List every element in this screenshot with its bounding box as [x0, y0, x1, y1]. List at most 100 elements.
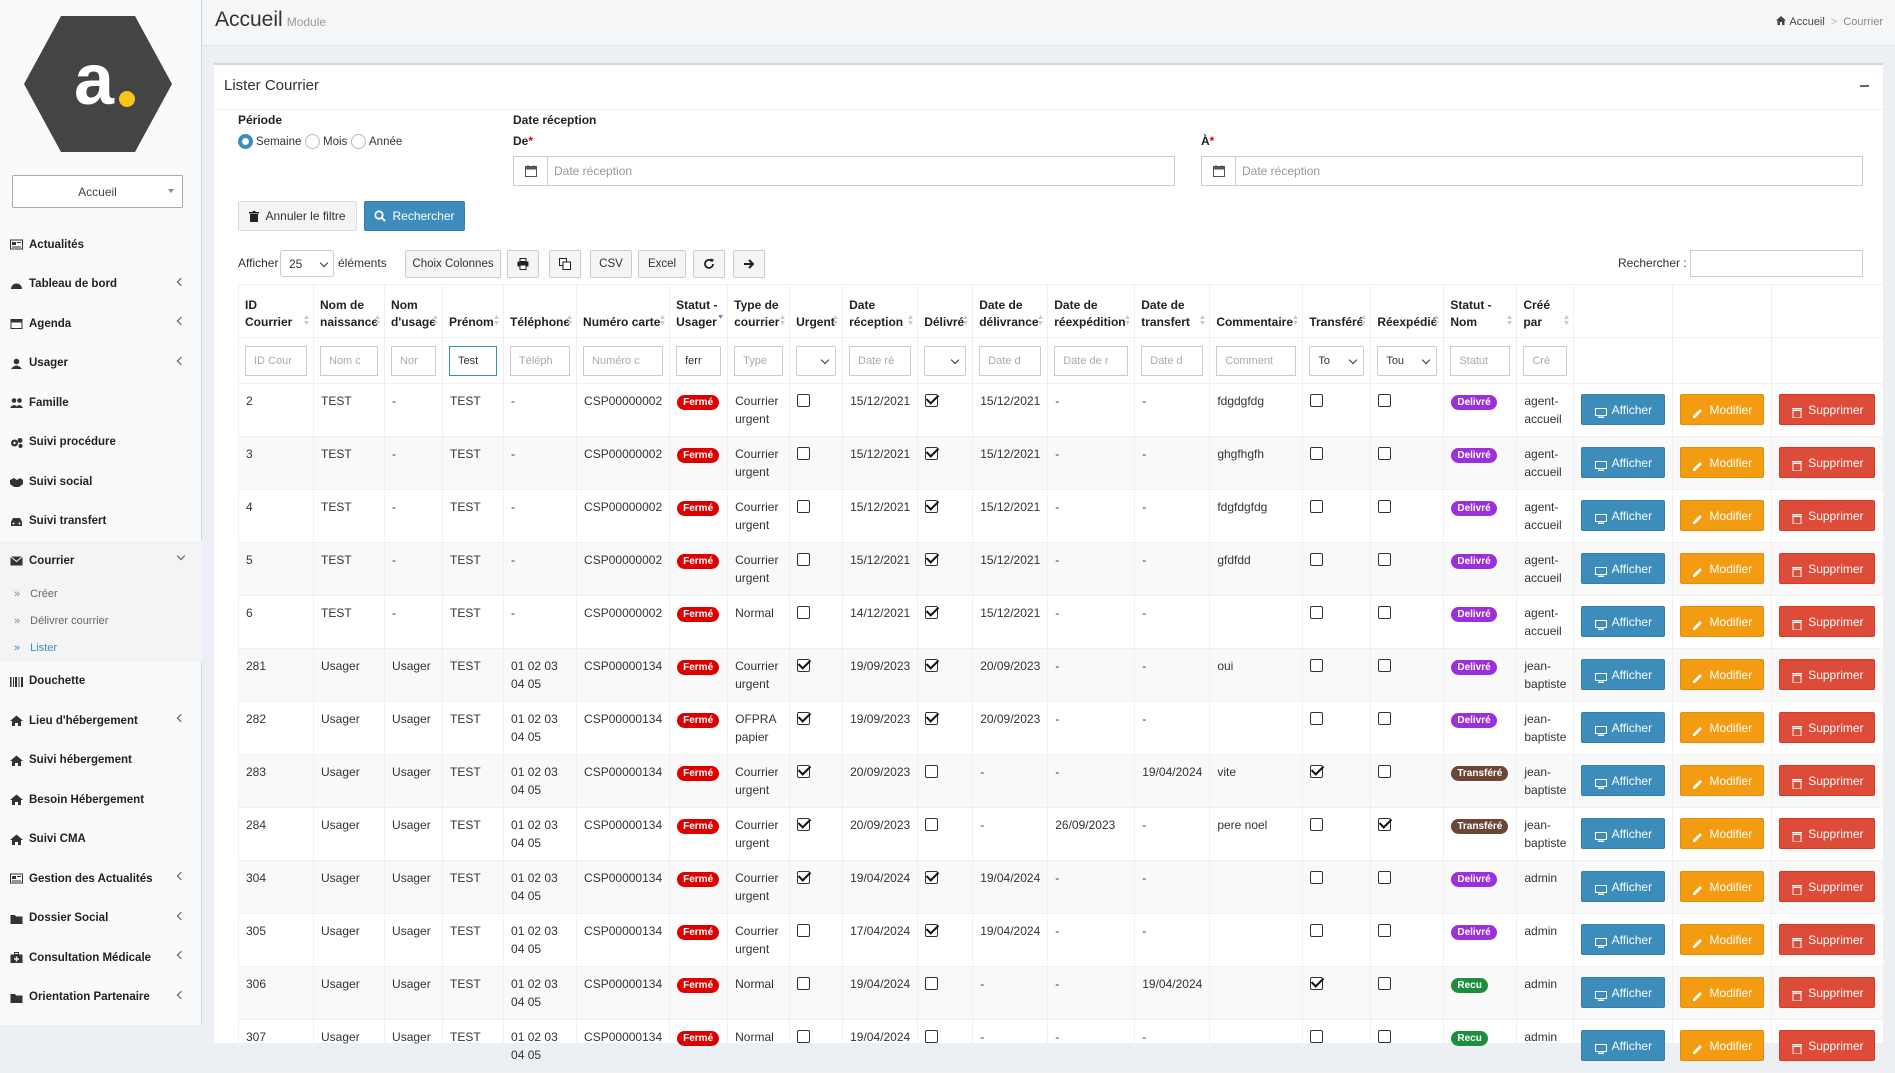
delete-button[interactable]: Supprimer — [1779, 977, 1876, 1008]
column-header[interactable]: Nom de naissance — [312, 284, 386, 338]
edit-button[interactable]: Modifier — [1680, 765, 1765, 796]
checkbox-icon[interactable] — [1310, 500, 1324, 513]
column-header[interactable]: Transféré — [1302, 284, 1372, 338]
app-logo[interactable]: a — [24, 16, 172, 152]
filter-date-reexp-input[interactable]: Date de r — [1054, 346, 1129, 376]
checkbox-icon[interactable] — [1378, 712, 1392, 725]
edit-button[interactable]: Modifier — [1680, 606, 1765, 637]
checkbox-icon[interactable] — [797, 924, 811, 937]
radio-mois[interactable]: Mois — [305, 134, 347, 149]
checkbox-checked-icon[interactable] — [925, 659, 939, 672]
show-button[interactable]: Afficher — [1581, 659, 1666, 690]
show-button[interactable]: Afficher — [1581, 818, 1666, 849]
filter-date-rec-input[interactable]: Date ré — [849, 346, 912, 376]
delete-button[interactable]: Supprimer — [1779, 924, 1876, 955]
sidebar-item-suivi-social[interactable]: Suivi social — [0, 462, 202, 502]
sidebar-item-dossier-social[interactable]: Dossier Social — [0, 899, 202, 939]
sidebar-item-suivi-h-bergement[interactable]: Suivi hébergement — [0, 741, 202, 781]
column-header[interactable]: Prénom — [442, 284, 505, 338]
checkbox-icon[interactable] — [797, 977, 811, 990]
checkbox-icon[interactable] — [1378, 659, 1392, 672]
checkbox-icon[interactable] — [797, 1030, 811, 1043]
next-button[interactable] — [733, 250, 765, 278]
filter-date-del-input[interactable]: Date d — [979, 346, 1042, 376]
search-button[interactable]: Rechercher — [364, 201, 465, 231]
show-button[interactable]: Afficher — [1581, 1030, 1666, 1061]
page-length-select[interactable]: 25 — [280, 250, 334, 277]
filter-delivre-select[interactable] — [924, 346, 967, 376]
delete-button[interactable]: Supprimer — [1779, 1030, 1876, 1061]
sidebar-item-actualit-s[interactable]: Actualités — [0, 225, 202, 265]
show-button[interactable]: Afficher — [1581, 765, 1666, 796]
csv-button[interactable]: CSV — [590, 250, 632, 278]
filter-reexpedie-select[interactable]: Tou — [1377, 346, 1438, 376]
edit-button[interactable]: Modifier — [1680, 394, 1765, 425]
column-header[interactable]: Type de courrier — [727, 284, 791, 338]
edit-button[interactable]: Modifier — [1680, 818, 1765, 849]
sidebar-item-famille[interactable]: Famille — [0, 383, 202, 423]
checkbox-checked-icon[interactable] — [797, 871, 811, 884]
show-button[interactable]: Afficher — [1581, 394, 1666, 425]
checkbox-checked-icon[interactable] — [925, 553, 939, 566]
show-button[interactable]: Afficher — [1581, 871, 1666, 902]
column-header[interactable]: Créé par — [1516, 284, 1575, 338]
checkbox-checked-icon[interactable] — [925, 394, 939, 407]
edit-button[interactable]: Modifier — [1680, 977, 1765, 1008]
checkbox-icon[interactable] — [1310, 659, 1324, 672]
filter-prenom-input[interactable]: Test — [449, 346, 498, 376]
checkbox-icon[interactable] — [797, 553, 811, 566]
checkbox-checked-icon[interactable] — [1310, 765, 1324, 778]
sidebar-item-gestion-des-actualit-s[interactable]: Gestion des Actualités — [0, 859, 202, 899]
checkbox-icon[interactable] — [1378, 1030, 1392, 1043]
copy-button[interactable] — [549, 250, 581, 278]
show-button[interactable]: Afficher — [1581, 553, 1666, 584]
column-header[interactable]: Urgent — [789, 284, 844, 338]
delete-button[interactable]: Supprimer — [1779, 500, 1876, 531]
edit-button[interactable]: Modifier — [1680, 500, 1765, 531]
checkbox-checked-icon[interactable] — [925, 447, 939, 460]
column-header[interactable]: Statut - Nom — [1443, 284, 1518, 338]
filter-carte-input[interactable]: Numéro c — [583, 346, 664, 376]
excel-button[interactable]: Excel — [638, 250, 686, 278]
edit-button[interactable]: Modifier — [1680, 712, 1765, 743]
delete-button[interactable]: Supprimer — [1779, 712, 1876, 743]
radio-annee[interactable]: Année — [351, 134, 402, 149]
column-header[interactable]: Délivré — [917, 284, 974, 338]
column-header[interactable]: Date de transfert — [1134, 284, 1211, 338]
print-button[interactable] — [507, 250, 539, 278]
checkbox-icon[interactable] — [1310, 553, 1324, 566]
checkbox-icon[interactable] — [925, 765, 939, 778]
checkbox-icon[interactable] — [797, 394, 811, 407]
date-from-input[interactable]: Date réception — [513, 156, 1175, 186]
sidebar-item-besoin-h-bergement[interactable]: Besoin Hébergement — [0, 780, 202, 820]
checkbox-icon[interactable] — [925, 977, 939, 990]
column-header[interactable]: Numéro carte — [576, 284, 671, 338]
sidebar-item-tableau-de-bord[interactable]: Tableau de bord — [0, 265, 202, 305]
checkbox-checked-icon[interactable] — [797, 765, 811, 778]
filter-date-tr-input[interactable]: Date d — [1141, 346, 1204, 376]
delete-button[interactable]: Supprimer — [1779, 659, 1876, 690]
sidebar-item-suivi-proc-dure[interactable]: Suivi procédure — [0, 423, 202, 463]
delete-button[interactable]: Supprimer — [1779, 765, 1876, 796]
filter-transfere-select[interactable]: To — [1309, 346, 1365, 376]
column-header[interactable]: Statut - Usager — [669, 284, 729, 338]
filter-urgent-select[interactable] — [796, 346, 837, 376]
sidebar-item-douchette[interactable]: Douchette — [0, 662, 202, 702]
edit-button[interactable]: Modifier — [1680, 924, 1765, 955]
sidebar-item-consultation-m-dicale[interactable]: Consultation Médicale — [0, 938, 202, 978]
checkbox-checked-icon[interactable] — [797, 659, 811, 672]
filter-tel-input[interactable]: Téléph — [510, 346, 571, 376]
checkbox-checked-icon[interactable] — [1378, 818, 1392, 831]
delete-button[interactable]: Supprimer — [1779, 818, 1876, 849]
filter-usage-input[interactable]: Nor — [391, 346, 437, 376]
filter-type-input[interactable]: Type — [734, 346, 784, 376]
refresh-button[interactable] — [693, 250, 725, 278]
delete-button[interactable]: Supprimer — [1779, 606, 1876, 637]
table-search-input[interactable] — [1690, 250, 1863, 277]
checkbox-checked-icon[interactable] — [1310, 977, 1324, 990]
checkbox-icon[interactable] — [1310, 924, 1324, 937]
checkbox-icon[interactable] — [797, 606, 811, 619]
sidebar-item-suivi-transfert[interactable]: Suivi transfert — [0, 502, 202, 542]
filter-nom-input[interactable]: Nom c — [320, 346, 379, 376]
edit-button[interactable]: Modifier — [1680, 871, 1765, 902]
